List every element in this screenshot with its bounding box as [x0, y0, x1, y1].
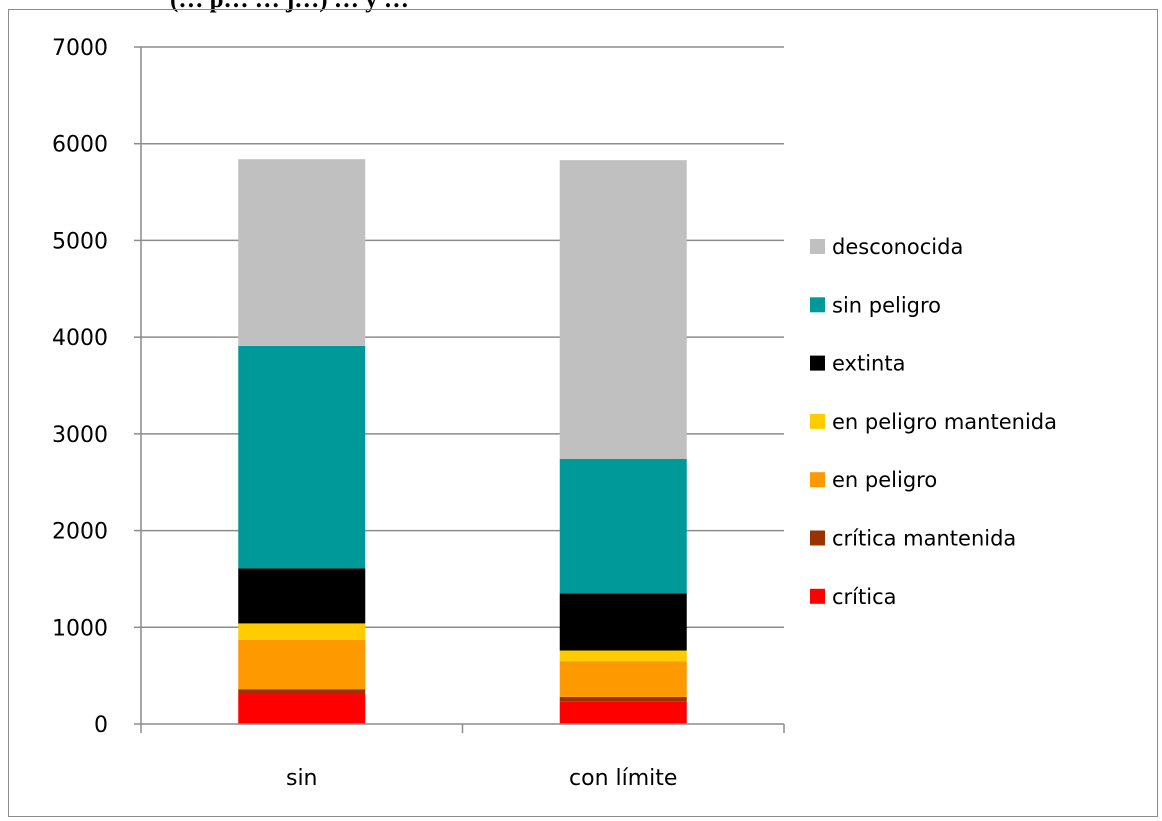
- legend-item: crítica: [810, 585, 897, 609]
- legend-swatch: [810, 413, 825, 429]
- y-tick-label: 4000: [52, 326, 108, 351]
- legend-label: en peligro mantenida: [832, 410, 1057, 434]
- legend-item: sin peligro: [810, 293, 941, 317]
- y-tick-label: 7000: [52, 36, 108, 61]
- bar-segment: [559, 650, 687, 662]
- legend: desconocida sin peligro extinta en peligro …: [810, 235, 1057, 609]
- y-tick-label: 6000: [52, 133, 108, 158]
- legend-label: extinta: [832, 352, 905, 376]
- legend-item: en peligro mantenida: [810, 410, 1057, 434]
- legend-swatch: [810, 588, 825, 604]
- bar-segments: [238, 159, 687, 724]
- y-tick-label: 0: [94, 713, 108, 738]
- legend-label: crítica mantenida: [832, 527, 1016, 551]
- bar-segment: [559, 593, 687, 651]
- bar-segment: [238, 568, 366, 624]
- legend-swatch: [810, 239, 825, 254]
- chart-frame: [8, 9, 1158, 817]
- y-tick-label: 3000: [52, 423, 108, 448]
- legend-swatch: [810, 355, 825, 371]
- legend-swatch: [810, 472, 825, 488]
- legend-label: desconocida: [832, 235, 963, 259]
- y-tick-label: 2000: [52, 520, 108, 545]
- bar-segment: [559, 696, 687, 702]
- legend-label: sin peligro: [832, 293, 941, 317]
- legend-item: crítica mantenida: [810, 527, 1016, 551]
- y-tick-label: 5000: [52, 229, 108, 254]
- legend-item: en peligro: [810, 468, 937, 492]
- axes: [134, 46, 785, 733]
- bar-segment: [559, 459, 687, 594]
- legend-swatch: [810, 297, 825, 313]
- legend-item: extinta: [810, 352, 905, 376]
- y-tick-labels: 0 1000 2000 3000 4000 5000 6000 7000: [52, 36, 108, 738]
- bar-segment: [238, 689, 366, 695]
- gridlines: [141, 46, 784, 629]
- bar-segment: [238, 623, 366, 640]
- x-tick-label: con límite: [569, 766, 677, 791]
- legend-label: en peligro: [832, 468, 937, 492]
- x-tick-labels: sin con límite: [286, 766, 677, 791]
- x-tick-label: sin: [286, 766, 318, 791]
- bar-segment: [559, 160, 687, 460]
- bar-segment: [559, 701, 687, 724]
- legend-swatch: [810, 530, 825, 546]
- bar-segment: [238, 159, 366, 346]
- bar-segment: [559, 661, 687, 697]
- legend-item: desconocida: [810, 235, 963, 259]
- bar-segment: [238, 694, 366, 724]
- bar-segment: [238, 639, 366, 690]
- y-tick-label: 1000: [52, 616, 108, 641]
- bar-segment: [238, 345, 366, 569]
- legend-label: crítica: [832, 585, 897, 609]
